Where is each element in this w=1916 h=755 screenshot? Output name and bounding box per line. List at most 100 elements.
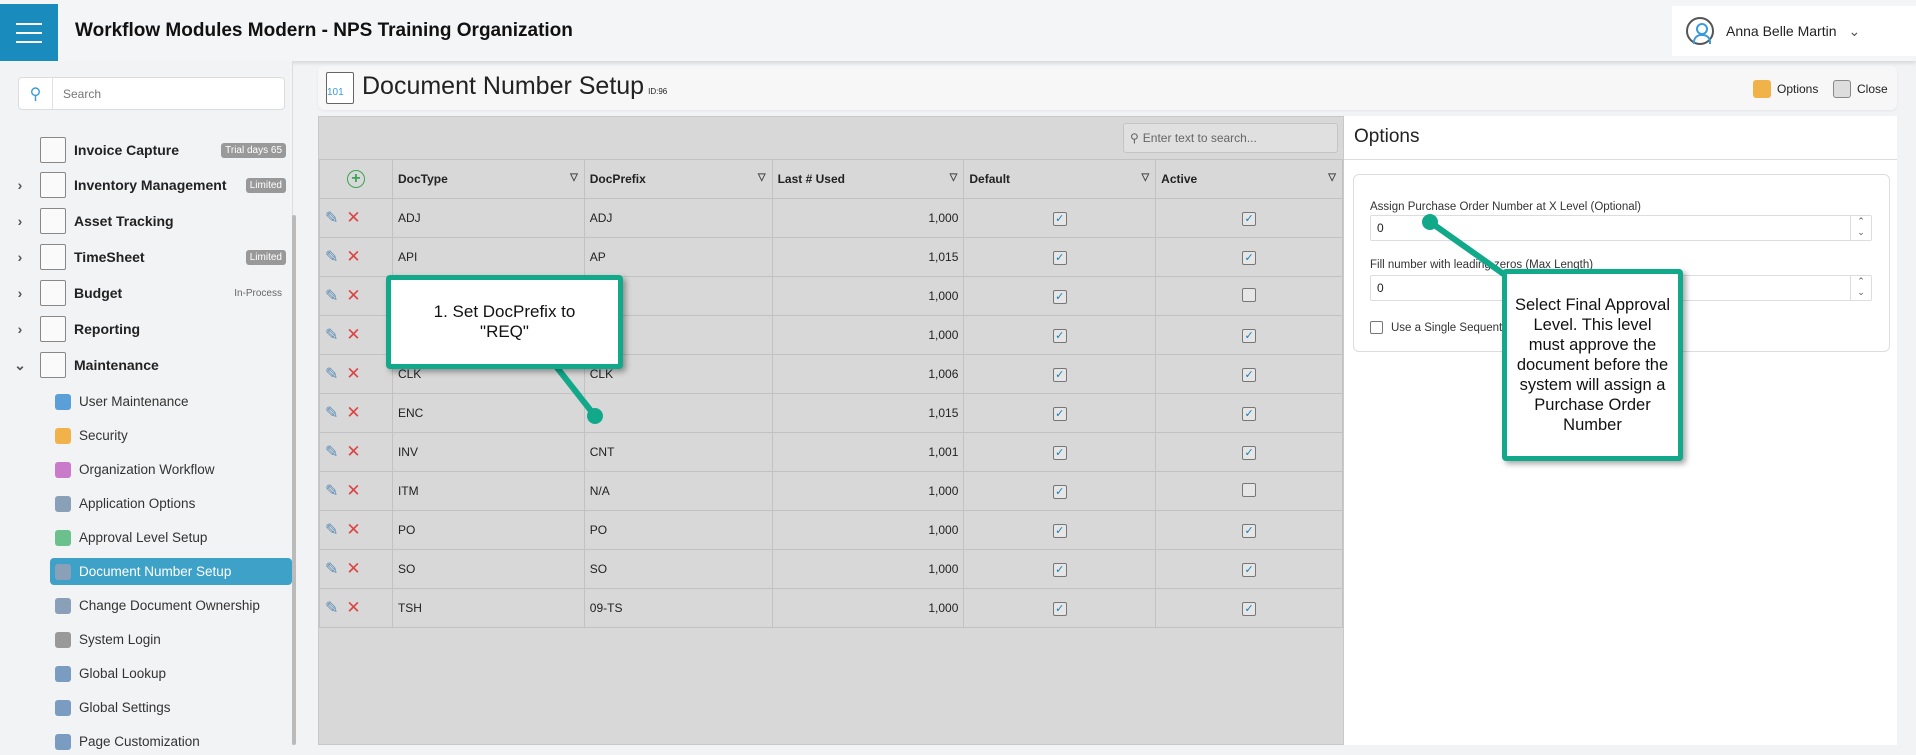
filter-icon[interactable]: ▽ <box>757 172 766 183</box>
delete-icon[interactable]: ✕ <box>346 559 361 578</box>
edit-icon[interactable]: ✎ <box>325 210 339 227</box>
sidebar-item[interactable]: Security <box>50 422 292 449</box>
edit-icon[interactable]: ✎ <box>325 561 339 578</box>
delete-icon[interactable]: ✕ <box>346 286 361 305</box>
sidebar-item[interactable]: Approval Level Setup <box>50 524 292 551</box>
delete-icon[interactable]: ✕ <box>346 403 361 422</box>
checkbox-icon[interactable]: ✓ <box>1052 406 1067 421</box>
options-button[interactable]: Options <box>1753 80 1818 98</box>
checkbox-icon[interactable]: ✓ <box>1052 328 1067 343</box>
edit-icon[interactable]: ✎ <box>325 249 339 266</box>
table-row[interactable]: ✎ ✕ PO PO 1,000 ✓ ✓ <box>319 510 1343 550</box>
column-header[interactable]: Last # Used ▽ <box>771 159 965 199</box>
sidebar-module[interactable]: Invoice Capture Trial days 65 <box>0 135 290 165</box>
checkbox-icon[interactable]: ✓ <box>1242 211 1257 226</box>
checkbox-icon[interactable]: ✓ <box>1242 367 1257 382</box>
column-header[interactable]: Default ▽ <box>963 159 1157 199</box>
edit-icon[interactable]: ✎ <box>325 444 339 461</box>
sidebar-search[interactable]: ⚲ <box>18 77 285 110</box>
checkbox-icon[interactable]: ✓ <box>1242 601 1257 616</box>
checkbox-icon[interactable] <box>1242 287 1257 302</box>
edit-icon[interactable]: ✎ <box>325 600 339 617</box>
user-menu[interactable]: Anna Belle Martin ⌄ <box>1672 6 1916 56</box>
close-button[interactable]: Close <box>1833 80 1888 98</box>
grid-search-input[interactable]: ⚲ Enter text to search... <box>1123 123 1338 153</box>
chevron-right-icon[interactable]: › <box>17 213 23 229</box>
checkbox-icon[interactable] <box>1242 482 1257 497</box>
checkbox-icon[interactable]: ✓ <box>1242 562 1257 577</box>
delete-icon[interactable]: ✕ <box>346 364 361 383</box>
sidebar-item[interactable]: Page Customization <box>50 728 292 755</box>
sidebar-module[interactable]: › Budget In-Process <box>0 278 290 308</box>
checkbox-icon[interactable]: ✓ <box>1242 445 1257 460</box>
delete-icon[interactable]: ✕ <box>346 520 361 539</box>
checkbox-icon[interactable]: ✓ <box>1052 367 1067 382</box>
table-row[interactable]: ✎ ✕ SO SO 1,000 ✓ ✓ <box>319 549 1343 589</box>
delete-icon[interactable]: ✕ <box>346 247 361 266</box>
table-row[interactable]: ✎ ✕ INV CNT 1,001 ✓ ✓ <box>319 432 1343 472</box>
checkbox-icon[interactable]: ✓ <box>1242 406 1257 421</box>
chevron-down-icon[interactable]: ⌄ <box>14 356 26 373</box>
filter-icon[interactable]: ▽ <box>570 172 578 183</box>
edit-icon[interactable]: ✎ <box>325 366 339 383</box>
edit-icon[interactable]: ✎ <box>325 288 339 305</box>
checkbox-icon[interactable]: ✓ <box>1242 328 1257 343</box>
checkbox-icon[interactable]: ✓ <box>1052 523 1067 538</box>
single-sequential-checkbox[interactable]: Use a Single Sequential <box>1370 321 1514 334</box>
chevron-right-icon[interactable]: › <box>17 177 23 193</box>
table-row[interactable]: ✎ ✕ API AP 1,015 ✓ ✓ <box>319 237 1343 277</box>
sidebar-item[interactable]: Organization Workflow <box>50 456 292 483</box>
chevron-right-icon[interactable]: › <box>17 321 23 337</box>
column-header[interactable]: DocType ▽ <box>391 159 585 199</box>
edit-icon[interactable]: ✎ <box>325 327 339 344</box>
column-header[interactable]: DocPrefix ▽ <box>583 159 773 199</box>
filter-icon[interactable]: ▽ <box>949 172 958 183</box>
checkbox-icon[interactable] <box>1370 321 1383 334</box>
checkbox-icon[interactable]: ✓ <box>1052 562 1067 577</box>
chevron-right-icon[interactable]: › <box>17 249 23 265</box>
checkbox-icon[interactable]: ✓ <box>1052 484 1067 499</box>
checkbox-icon[interactable]: ✓ <box>1052 601 1067 616</box>
sidebar-item[interactable]: System Login <box>50 626 292 653</box>
delete-icon[interactable]: ✕ <box>346 481 361 500</box>
edit-icon[interactable]: ✎ <box>325 522 339 539</box>
sidebar-item[interactable]: User Maintenance <box>50 388 292 415</box>
menu-icon[interactable] <box>0 4 58 61</box>
sidebar-item[interactable]: Document Number Setup <box>50 558 292 585</box>
edit-icon[interactable]: ✎ <box>325 405 339 422</box>
sidebar-module[interactable]: ⌄ Maintenance <box>0 350 290 380</box>
checkbox-icon[interactable]: ✓ <box>1242 250 1257 265</box>
sidebar-item[interactable]: Application Options <box>50 490 292 517</box>
sidebar-scrollbar[interactable] <box>292 215 296 745</box>
delete-icon[interactable]: ✕ <box>346 442 361 461</box>
table-row[interactable]: ✎ ✕ ADJ ADJ 1,000 ✓ ✓ <box>319 198 1343 238</box>
stepper-icon[interactable]: ⌃ ⌄ <box>1850 216 1871 240</box>
table-row[interactable]: ✎ ✕ ITM N/A 1,000 ✓ <box>319 471 1343 511</box>
po-level-input[interactable]: 0 ⌃ ⌄ <box>1370 215 1872 241</box>
sidebar-module[interactable]: › Reporting <box>0 314 290 344</box>
delete-icon[interactable]: ✕ <box>346 325 361 344</box>
sidebar-item[interactable]: Change Document Ownership <box>50 592 292 619</box>
sidebar-item[interactable]: Global Lookup <box>50 660 292 687</box>
filter-icon[interactable]: ▽ <box>1141 172 1150 183</box>
sidebar-module[interactable]: › Inventory Management Limited <box>0 170 290 200</box>
filter-icon[interactable]: ▽ <box>1328 172 1336 183</box>
stepper-icon[interactable]: ⌃ ⌄ <box>1850 276 1871 300</box>
sidebar-module[interactable]: › TimeSheet Limited <box>0 242 290 272</box>
checkbox-icon[interactable]: ✓ <box>1052 445 1067 460</box>
table-row[interactable]: ✎ ✕ ENC 1,015 ✓ ✓ <box>319 393 1343 433</box>
edit-icon[interactable]: ✎ <box>325 483 339 500</box>
delete-icon[interactable]: ✕ <box>346 208 361 227</box>
sidebar-module[interactable]: › Asset Tracking <box>0 206 290 236</box>
checkbox-icon[interactable]: ✓ <box>1052 289 1067 304</box>
checkbox-icon[interactable]: ✓ <box>1242 523 1257 538</box>
checkbox-icon[interactable]: ✓ <box>1052 211 1067 226</box>
chevron-right-icon[interactable]: › <box>17 285 23 301</box>
delete-icon[interactable]: ✕ <box>346 598 361 617</box>
table-row[interactable]: ✎ ✕ TSH 09-TS 1,000 ✓ ✓ <box>319 588 1343 628</box>
column-header[interactable]: Active ▽ <box>1155 159 1343 199</box>
add-row-icon[interactable]: + <box>346 170 365 188</box>
search-input[interactable] <box>53 78 284 109</box>
checkbox-icon[interactable]: ✓ <box>1052 250 1067 265</box>
sidebar-item[interactable]: Global Settings <box>50 694 292 721</box>
